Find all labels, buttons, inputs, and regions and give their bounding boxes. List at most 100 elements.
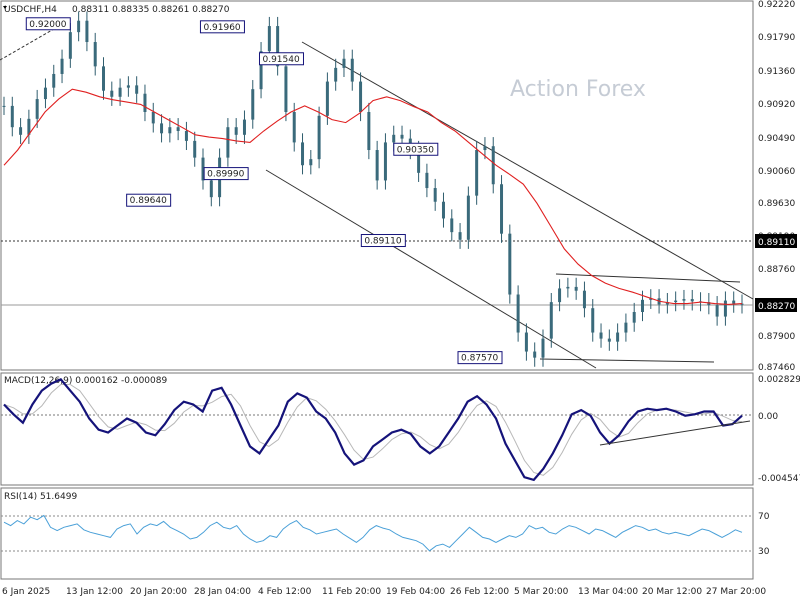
price-tick-2: 0.91790	[758, 33, 795, 43]
x-tick-7: 26 Feb 12:00	[450, 587, 509, 597]
candle-body	[301, 142, 305, 166]
macd-tick-top: 0.002829	[758, 375, 800, 385]
candle-body	[516, 294, 520, 333]
candle-body	[27, 118, 31, 135]
price-label-2: 0.91540	[262, 55, 299, 65]
candle-body	[317, 115, 321, 160]
rsi-title: RSI(14) 51.6499	[4, 492, 77, 502]
price-label-box-2	[258, 52, 304, 66]
candle-body	[60, 58, 64, 74]
candle-body	[52, 73, 56, 88]
candle-body	[632, 312, 636, 323]
price-tick-10: 0.87900	[758, 332, 795, 342]
rsi-line	[3, 514, 743, 552]
candle-body	[77, 20, 81, 33]
price-label-box-3	[126, 193, 172, 207]
candle-body	[209, 180, 213, 198]
candle-body	[276, 26, 280, 67]
candle-body	[392, 134, 396, 143]
rsi-tick-30: 30	[758, 547, 770, 557]
candle-body	[732, 300, 736, 304]
channel-lower-line	[265, 169, 597, 369]
candle-body	[707, 302, 711, 306]
candle-body	[582, 290, 586, 309]
candle-body	[508, 233, 512, 295]
candle-body	[226, 127, 230, 158]
candle-body	[267, 26, 271, 52]
candle-body	[350, 58, 354, 82]
candle-body	[425, 172, 429, 189]
macd-tick-mid: 0.00	[758, 412, 778, 422]
header-symbol: USDCHF,H4	[4, 5, 57, 15]
candle-body	[284, 66, 288, 112]
candle-body	[483, 146, 487, 151]
candle-body	[151, 111, 155, 124]
price-axis-ticks: 0.92220 0.91790 0.91360 0.90920 0.90490 …	[758, 0, 795, 373]
candle-body	[143, 93, 147, 112]
candle-body	[110, 90, 114, 97]
candle-body	[259, 51, 263, 90]
side-label-0: 0.89110	[758, 238, 795, 248]
x-tick-1: 13 Jan 12:00	[66, 587, 123, 597]
candle-body	[682, 299, 686, 301]
candle-body	[649, 298, 653, 300]
candle-body	[35, 99, 39, 119]
candle-body	[201, 157, 205, 181]
candle-body	[383, 142, 387, 181]
candle-body	[599, 332, 603, 339]
price-label-5: 0.90350	[397, 145, 434, 155]
candle-body	[242, 119, 246, 135]
price-label-1: 0.91960	[203, 23, 240, 33]
price-tick-3: 0.91360	[758, 67, 795, 77]
candle-body	[176, 127, 180, 132]
macd-signal-line	[3, 384, 743, 476]
candle-body	[309, 159, 313, 166]
x-tick-9: 13 Mar 04:00	[578, 587, 638, 597]
x-tick-0: 6 Jan 2025	[2, 587, 50, 597]
candle-body	[450, 218, 454, 233]
candle-body	[624, 322, 628, 333]
macd-tick-bottom: -0.004547	[758, 474, 800, 484]
candle-body	[184, 131, 188, 141]
price-label-0: 0.92000	[29, 20, 66, 30]
x-tick-4: 4 Feb 12:00	[258, 587, 312, 597]
candle-body	[500, 184, 504, 234]
price-label-4: 0.89990	[207, 170, 244, 180]
macd-support-line	[599, 420, 751, 446]
rsi-panel-frame	[0, 487, 754, 580]
x-tick-8: 5 Mar 20:00	[514, 587, 569, 597]
candle-body	[566, 286, 570, 289]
candle-body	[93, 42, 97, 67]
candle-body	[558, 288, 562, 303]
candle-body	[458, 232, 462, 240]
price-label-box-0	[25, 17, 71, 31]
candle-body	[674, 300, 678, 303]
candle-body	[524, 332, 528, 352]
candle-body	[665, 302, 669, 305]
candle-body	[10, 105, 14, 128]
x-tick-3: 28 Jan 04:00	[194, 587, 251, 597]
macd-title: MACD(12,26,9) 0.000162 -0.000089	[4, 376, 167, 386]
candle-body	[168, 127, 172, 134]
candle-body	[126, 85, 130, 88]
candle-body	[533, 351, 537, 358]
candle-body	[607, 338, 611, 342]
candle-body	[491, 146, 495, 185]
x-axis: 6 Jan 2025 13 Jan 12:00 20 Jan 20:00 28 …	[2, 587, 766, 597]
candle-body	[466, 195, 470, 240]
rsi-tick-70: 70	[758, 512, 770, 522]
price-label-box-5	[393, 142, 439, 156]
candle-body	[400, 134, 404, 139]
candle-body	[640, 299, 644, 313]
candle-body	[441, 201, 445, 219]
price-label-3: 0.89640	[130, 196, 167, 206]
price-series	[2, 11, 744, 367]
candle-body	[367, 111, 371, 151]
range-top-line	[555, 273, 741, 283]
x-tick-11: 27 Mar 20:00	[706, 587, 766, 597]
price-labels: 0.92000 0.91960 0.91540 0.89640 0.89990 0.903…	[25, 17, 503, 365]
side-label-box-1	[755, 298, 797, 312]
side-label-box-0	[755, 234, 797, 248]
trendline-dashed	[0, 21, 67, 61]
